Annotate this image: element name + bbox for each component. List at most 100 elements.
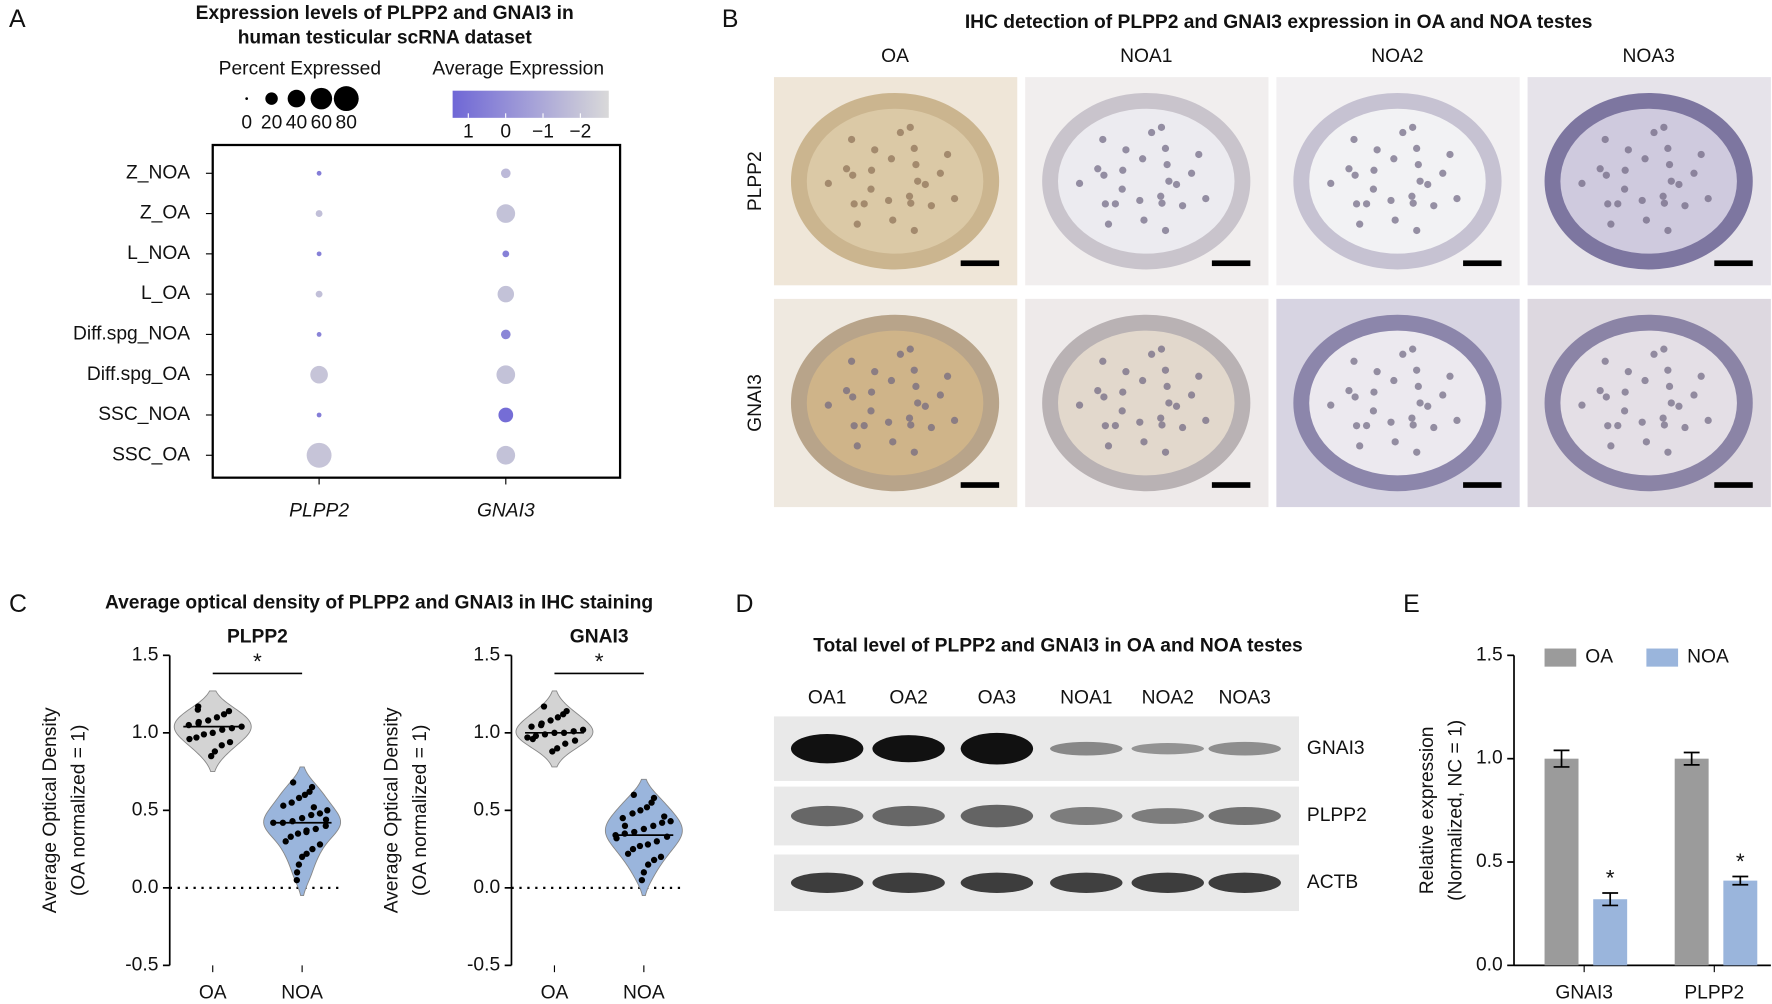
dot — [497, 285, 515, 303]
ihc-image — [1025, 298, 1269, 508]
blot-band — [872, 872, 945, 893]
blot-band — [1050, 741, 1123, 756]
nucleus — [1413, 366, 1421, 374]
nucleus — [1370, 166, 1378, 174]
nucleus — [889, 216, 897, 224]
y-tick-label: 0.5 — [473, 799, 500, 820]
nucleus — [910, 144, 918, 153]
data-point — [195, 720, 202, 727]
nucleus — [1351, 171, 1359, 179]
y-tick-label: 0.5 — [132, 799, 159, 820]
ihc-image — [773, 77, 1018, 286]
nucleus — [921, 180, 929, 189]
nucleus — [914, 177, 922, 185]
nucleus — [1122, 368, 1130, 376]
nucleus — [867, 407, 875, 415]
nucleus — [936, 391, 944, 399]
nucleus — [1409, 199, 1417, 207]
x-tick-label: GNAI3 — [1555, 983, 1613, 1004]
nucleus — [1390, 376, 1398, 385]
nucleus — [1350, 135, 1358, 144]
nucleus — [1446, 372, 1454, 380]
nucleus — [905, 192, 914, 200]
nucleus — [1601, 135, 1609, 144]
chart-title: GNAI3 — [570, 626, 629, 647]
data-point — [629, 845, 637, 853]
size-legend-dot — [265, 92, 278, 105]
nucleus — [1119, 166, 1127, 174]
nucleus — [850, 200, 858, 208]
nucleus — [927, 423, 935, 432]
nucleus — [1104, 220, 1113, 228]
data-point — [310, 804, 318, 811]
y-tick-label: 1.0 — [132, 722, 159, 743]
nucleus — [1614, 421, 1622, 430]
nucleus — [1157, 123, 1166, 131]
error-bar — [1602, 892, 1619, 907]
nucleus — [847, 357, 856, 365]
significance-label: * — [1736, 849, 1745, 874]
panel-label: B — [722, 5, 739, 33]
nucleus — [1413, 226, 1421, 235]
data-point — [205, 717, 212, 724]
y-tick-label: 1.5 — [473, 644, 500, 665]
data-point — [554, 745, 561, 752]
nucleus — [867, 166, 876, 174]
data-point — [644, 861, 652, 868]
nucleus — [1147, 350, 1156, 358]
scale-bar — [960, 260, 1000, 267]
nucleus — [1675, 180, 1683, 189]
data-point — [194, 706, 202, 713]
error-bar-line — [1732, 875, 1749, 886]
size-legend-dot — [310, 87, 333, 110]
plot-frame — [211, 143, 622, 479]
data-point — [640, 869, 648, 876]
ihc-image — [1527, 298, 1771, 508]
x-tick-label: OA — [199, 983, 227, 1004]
dot — [496, 445, 516, 465]
data-point — [308, 811, 315, 819]
ihc-image — [1025, 77, 1269, 286]
data-point — [208, 752, 215, 760]
data-point — [211, 748, 219, 755]
nucleus — [1690, 391, 1698, 399]
scale-bar — [960, 482, 1000, 488]
nucleus — [1690, 169, 1698, 177]
nucleus — [1350, 357, 1358, 365]
column-label: NOA2 — [1371, 46, 1423, 67]
nucleus — [1101, 422, 1109, 430]
y-axis-label: (Normalized, NC = 1) — [1445, 720, 1466, 901]
blot-band — [790, 733, 864, 764]
color-bar — [452, 90, 609, 118]
nucleus — [884, 196, 893, 205]
nucleus — [910, 226, 918, 235]
nucleus — [1104, 442, 1113, 450]
data-point — [650, 794, 658, 802]
y-tick-label: L_OA — [141, 283, 190, 304]
lane-label: OA1 — [808, 687, 846, 708]
nucleus — [867, 185, 875, 193]
nucleus — [1111, 421, 1120, 430]
nucleus — [1172, 402, 1181, 410]
nucleus — [850, 422, 858, 430]
nucleus — [912, 160, 920, 169]
bar — [1723, 880, 1758, 966]
nucleus — [1101, 200, 1109, 208]
nucleus — [853, 442, 861, 450]
nucleus — [1352, 422, 1361, 430]
blot-band — [1050, 872, 1123, 893]
nucleus — [1202, 416, 1210, 425]
data-point — [658, 819, 666, 826]
nucleus — [1111, 200, 1120, 208]
error-bar — [1553, 749, 1570, 768]
dot — [498, 407, 514, 423]
nucleus — [824, 401, 832, 409]
y-tick-label: SSC_NOA — [98, 404, 190, 425]
nucleus — [871, 146, 879, 154]
nucleus — [1660, 421, 1669, 429]
nucleus — [1659, 414, 1667, 422]
y-tick-label: 1.5 — [1476, 644, 1503, 665]
nucleus — [884, 418, 893, 426]
nucleus — [1416, 177, 1424, 185]
size-legend-title: Percent Expressed — [219, 58, 381, 79]
